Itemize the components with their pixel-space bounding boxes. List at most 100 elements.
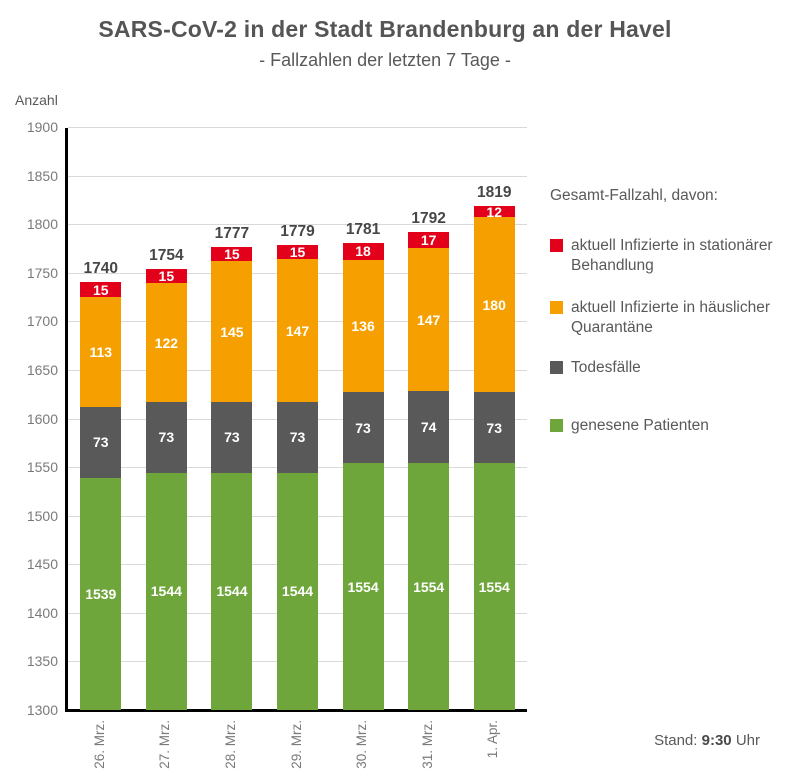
- bar-segment: 122: [145, 283, 187, 402]
- bar-segment-label: 73: [289, 429, 306, 446]
- bar-segment: 15: [80, 281, 122, 298]
- bar-segment: 1544: [277, 472, 318, 710]
- status-time: 9:30: [701, 732, 732, 749]
- legend-item-label: genesene Patienten: [571, 417, 709, 434]
- y-tick-label: 1400: [26, 604, 58, 621]
- gridline: [68, 127, 527, 128]
- y-tick-label: 1700: [26, 313, 58, 330]
- legend-swatch-icon: [550, 301, 563, 314]
- bar-segment-label: 18: [355, 243, 371, 260]
- bar-segment: 136: [342, 260, 384, 393]
- legend-item: genesene Patienten: [550, 416, 802, 436]
- bar-segment-label: 15: [289, 243, 306, 260]
- bar-segment: 1554: [408, 463, 450, 710]
- bar-segment: 147: [408, 248, 450, 392]
- status-timestamp: Stand: 9:30 Uhr: [654, 732, 760, 749]
- bar-segment-label: 147: [416, 311, 441, 328]
- gridline: [68, 175, 527, 177]
- bar-total-label: 1740: [83, 260, 119, 278]
- bar-segment: 180: [473, 217, 515, 393]
- gridline: [68, 224, 527, 226]
- plot-area: 1300 1350 1400 1450 1500 1550 1600 1650 1700 1750…: [27, 119, 527, 769]
- bar-segment-label: 122: [154, 334, 179, 351]
- y-tick-label: 1450: [26, 556, 58, 573]
- x-tick-label: 1. Apr.: [485, 720, 501, 759]
- bar-total-label: 1819: [476, 183, 512, 201]
- bar-segment: 73: [342, 392, 384, 464]
- x-tick-label: 27. Mrz.: [157, 720, 173, 769]
- bar-segment-label: 1544: [281, 583, 314, 600]
- bar-segment-label: 1554: [478, 578, 510, 595]
- bar-segment: 1554: [342, 463, 384, 710]
- bar-segment-label: 73: [92, 434, 109, 451]
- bar-segment-label: 147: [285, 322, 310, 339]
- y-axis-title: Anzahl: [15, 92, 58, 108]
- y-tick-label: 1300: [26, 702, 58, 718]
- bar-segment-label: 15: [158, 268, 175, 285]
- bar-segment: 15: [211, 245, 253, 262]
- bar-segment: 15: [277, 243, 318, 260]
- legend-item-label: aktuell Infizierte in häuslicher Quarant…: [571, 299, 771, 336]
- bar-segment: 73: [145, 402, 187, 473]
- bar-segment: 15: [145, 268, 187, 285]
- bar-segment-label: 1554: [413, 578, 445, 595]
- bar-segment: 1554: [473, 463, 515, 710]
- legend-item: aktuell Infizierte in häuslicher Quarant…: [550, 298, 802, 338]
- bar-segment-label: 73: [486, 419, 502, 436]
- bar-segment: 73: [80, 406, 122, 478]
- y-tick-label: 1750: [26, 264, 58, 281]
- bar-segment-label: 73: [224, 429, 240, 446]
- legend-item: Todesfälle: [550, 358, 802, 378]
- bar-segment: 18: [342, 242, 384, 261]
- bar-segment-label: 74: [420, 419, 437, 436]
- bar-segment-label: 1554: [347, 578, 379, 595]
- bar-segment-label: 145: [220, 323, 244, 340]
- bar-segment: 17: [408, 231, 450, 249]
- bar-segment: 145: [211, 261, 253, 402]
- bar-segment: 1539: [80, 477, 122, 710]
- legend-swatch-icon: [550, 419, 563, 432]
- y-tick-label: 1800: [26, 216, 58, 233]
- legend-item: aktuell Infizierte in stationärer Behand…: [550, 236, 802, 276]
- status-label: Stand:: [654, 732, 698, 749]
- legend-swatch-icon: [550, 361, 563, 374]
- chart-subtitle: - Fallzahlen der letzten 7 Tage -: [259, 50, 511, 70]
- x-tick-label: 29. Mrz.: [288, 720, 304, 769]
- bar-segment: 147: [277, 259, 318, 402]
- bar-segment: 1544: [145, 472, 187, 710]
- bar-segment: 73: [211, 402, 253, 473]
- x-axis-line: [65, 709, 527, 712]
- bar-segment-label: 1544: [150, 583, 182, 600]
- bar-segment-label: 15: [224, 245, 240, 262]
- bar-segment: 74: [408, 391, 450, 464]
- bar-total-label: 1777: [214, 224, 250, 242]
- bar-segment: 113: [80, 297, 122, 407]
- bar-segment-label: 12: [486, 203, 502, 220]
- legend: Gesamt-Fallzahl, davon: aktuell Infizier…: [550, 186, 802, 436]
- x-tick-label: 28. Mrz.: [222, 720, 238, 769]
- legend-item-label: Todesfälle: [571, 359, 641, 376]
- bar-segment-label: 1539: [85, 585, 117, 602]
- bar-segment-label: 15: [92, 281, 109, 298]
- x-tick-label: 30. Mrz.: [354, 720, 370, 769]
- bar-segment-label: 180: [482, 296, 506, 313]
- bar-segment: 73: [473, 392, 515, 464]
- legend-swatch-icon: [550, 239, 563, 252]
- status-unit: Uhr: [735, 732, 760, 749]
- y-axis-line: [65, 128, 68, 711]
- bar-segment-label: 73: [355, 419, 371, 436]
- y-tick-label: 1600: [26, 410, 58, 427]
- bar-segment-label: 136: [351, 318, 375, 335]
- y-tick-label: 1900: [26, 119, 58, 135]
- y-tick-label: 1850: [26, 167, 58, 184]
- bar-segment-label: 1544: [216, 583, 248, 600]
- bar-segment-label: 17: [420, 232, 437, 249]
- x-tick-label: 26. Mrz.: [91, 720, 107, 769]
- chart-title: SARS-CoV-2 in der Stadt Brandenburg an d…: [98, 16, 672, 42]
- bar-total-label: 1792: [411, 209, 446, 227]
- legend-item-label: aktuell Infizierte in stationärer Behand…: [571, 237, 773, 274]
- y-tick-label: 1350: [26, 653, 58, 670]
- y-tick-label: 1500: [26, 507, 58, 524]
- bar-total-label: 1781: [345, 220, 381, 238]
- bar-segment-label: 73: [158, 429, 175, 446]
